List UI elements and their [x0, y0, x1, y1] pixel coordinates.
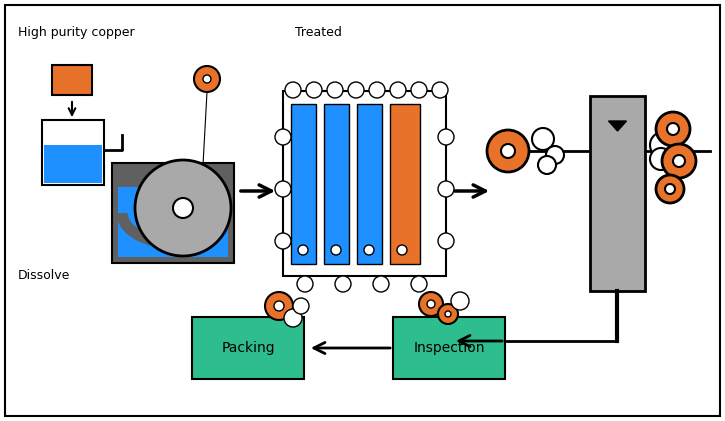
Circle shape: [369, 82, 385, 98]
Circle shape: [327, 82, 343, 98]
Circle shape: [203, 75, 211, 83]
Circle shape: [427, 300, 435, 308]
Circle shape: [411, 276, 427, 292]
Circle shape: [538, 156, 556, 174]
Bar: [283, 91, 446, 276]
Circle shape: [335, 276, 351, 292]
Text: Roll: Roll: [662, 153, 685, 166]
Circle shape: [650, 132, 676, 158]
Text: High purity copper: High purity copper: [18, 26, 135, 39]
Circle shape: [135, 160, 231, 256]
Bar: [324, 104, 349, 264]
Circle shape: [331, 245, 341, 255]
Circle shape: [667, 123, 679, 135]
Circle shape: [364, 245, 374, 255]
Bar: [118, 187, 228, 257]
Bar: [42, 120, 104, 185]
Circle shape: [274, 301, 284, 311]
Text: Dissolve: Dissolve: [18, 269, 70, 282]
Circle shape: [397, 245, 407, 255]
Circle shape: [432, 82, 448, 98]
Circle shape: [297, 276, 313, 292]
Bar: [393, 317, 505, 379]
Circle shape: [348, 82, 364, 98]
Circle shape: [665, 184, 675, 194]
Bar: [192, 317, 304, 379]
Circle shape: [373, 276, 389, 292]
Circle shape: [285, 82, 301, 98]
Circle shape: [546, 146, 564, 164]
Circle shape: [265, 292, 293, 320]
Circle shape: [656, 175, 684, 203]
Bar: [590, 96, 645, 291]
Text: Inspection: Inspection: [413, 341, 485, 355]
Circle shape: [275, 233, 291, 249]
Circle shape: [451, 292, 469, 310]
Text: Packing: Packing: [221, 341, 275, 355]
Circle shape: [293, 298, 309, 314]
Circle shape: [284, 309, 302, 327]
Bar: [357, 104, 382, 264]
Polygon shape: [608, 121, 626, 131]
Circle shape: [673, 155, 685, 167]
Bar: [291, 104, 316, 264]
Circle shape: [306, 82, 322, 98]
Bar: [44, 145, 102, 183]
Circle shape: [656, 112, 690, 146]
Circle shape: [662, 144, 696, 178]
Circle shape: [438, 233, 454, 249]
Circle shape: [390, 82, 406, 98]
Circle shape: [194, 66, 220, 92]
Circle shape: [438, 304, 458, 324]
Circle shape: [487, 130, 529, 172]
Circle shape: [298, 245, 308, 255]
Circle shape: [532, 128, 554, 150]
Circle shape: [275, 181, 291, 197]
Circle shape: [275, 129, 291, 145]
Text: Treated: Treated: [295, 26, 342, 39]
Circle shape: [650, 148, 672, 170]
Circle shape: [445, 311, 451, 317]
Bar: [390, 104, 420, 264]
Bar: [112, 163, 234, 263]
Circle shape: [438, 129, 454, 145]
Bar: [52, 65, 92, 95]
Circle shape: [411, 82, 427, 98]
Circle shape: [501, 144, 515, 158]
Circle shape: [173, 198, 193, 218]
Circle shape: [419, 292, 443, 316]
Circle shape: [438, 181, 454, 197]
